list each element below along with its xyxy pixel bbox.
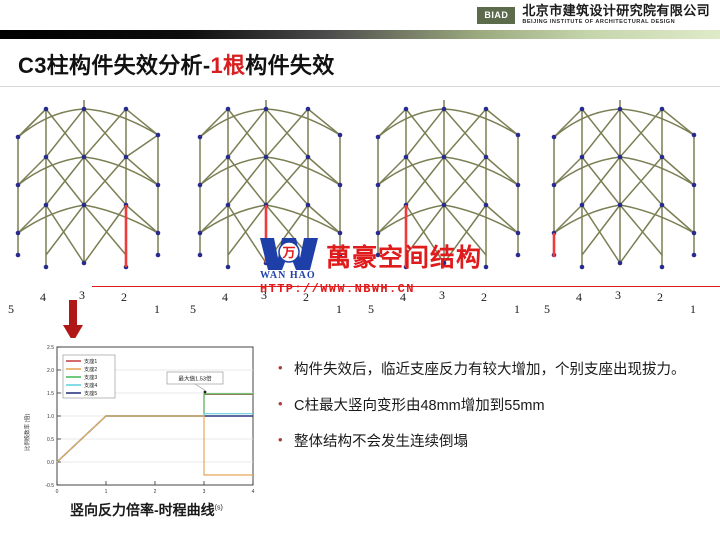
support-label-2: 2 bbox=[121, 290, 127, 304]
support-label-4: 4 bbox=[40, 290, 46, 304]
svg-text:2.0: 2.0 bbox=[47, 368, 54, 374]
svg-text:0.5: 0.5 bbox=[47, 437, 54, 443]
chart-caption: 竖向反力倍率-时程曲线(s) bbox=[70, 500, 223, 520]
truss-nodes-4 bbox=[551, 106, 697, 270]
y-axis-label: 比例极数率 (倍) bbox=[23, 413, 31, 451]
support-label-3: 3 bbox=[261, 288, 267, 302]
truss-svg-1 bbox=[15, 100, 161, 270]
chart-caption-text: 竖向反力倍率-时程曲线 bbox=[70, 502, 215, 518]
chart-legend: 支座1 支座2 支座3 支座4 支座5 bbox=[62, 354, 116, 399]
svg-text:4: 4 bbox=[252, 489, 255, 495]
support-label-5: 5 bbox=[8, 302, 14, 316]
support-labels-1: 5 4 3 2 1 bbox=[4, 278, 182, 320]
x-axis-ticks: 0 1 2 3 4 bbox=[56, 489, 255, 495]
bullet-dot-icon: • bbox=[278, 432, 283, 447]
legend-label-2: 支座3 bbox=[84, 373, 97, 381]
support-label-1: 1 bbox=[336, 302, 342, 316]
brand-text-block: 北京市建筑设计研究院有限公司 BEIJING INSTITUTE OF ARCH… bbox=[522, 4, 710, 26]
brand-name-cn: 北京市建筑设计研究院有限公司 bbox=[522, 3, 710, 18]
legend-label-1: 支座2 bbox=[84, 365, 97, 373]
svg-text:1: 1 bbox=[105, 489, 108, 495]
truss-nodes-1 bbox=[15, 106, 161, 270]
structure-diagram-case-2[interactable]: 5 4 3 2 1 bbox=[186, 95, 364, 320]
svg-text:1.5: 1.5 bbox=[47, 391, 54, 397]
bullet-list: • 构件失效后，临近支座反力有较大增加，个别支座出现拔力。 • C柱最大竖向变形… bbox=[278, 358, 708, 466]
bullet-dot-icon: • bbox=[278, 360, 283, 375]
legend-label-4: 支座5 bbox=[84, 389, 97, 397]
svg-text:2: 2 bbox=[154, 489, 157, 495]
bullet-dot-icon: • bbox=[278, 396, 283, 411]
support-label-2: 2 bbox=[657, 290, 663, 304]
support-labels-4: 5 4 3 2 1 bbox=[540, 278, 718, 320]
structure-diagram-case-3[interactable]: 5 4 3 2 1 bbox=[364, 95, 542, 320]
x-tick-marks bbox=[56, 481, 254, 485]
list-item: • 整体结构不会发生连续倒塌 bbox=[278, 430, 708, 455]
support-label-2: 2 bbox=[303, 290, 309, 304]
down-arrow-icon bbox=[63, 300, 83, 342]
support-label-5: 5 bbox=[544, 302, 550, 316]
chart-svg: 2.5 2.0 1.5 1.0 0.5 0.0 -0.5 0 1 2 3 4 比例极… bbox=[23, 345, 255, 495]
support-label-4: 4 bbox=[576, 290, 582, 304]
bullet-text-2: 整体结构不会发生连续倒塌 bbox=[294, 434, 468, 450]
brand-bar: BIAD 北京市建筑设计研究院有限公司 BEIJING INSTITUTE OF… bbox=[0, 0, 720, 30]
series-line-zhizuo2 bbox=[56, 415, 253, 476]
y-tick-marks bbox=[57, 346, 61, 486]
support-label-4: 4 bbox=[400, 290, 406, 304]
bullet-text-1: C柱最大竖向变形由48mm增加到55mm bbox=[294, 398, 545, 414]
structure-diagram-case-1[interactable]: 5 4 3 2 1 bbox=[4, 95, 182, 320]
peak-annotation-text: 最大值1.53倍 bbox=[178, 375, 212, 383]
list-item: • 构件失效后，临近支座反力有较大增加，个别支座出现拔力。 bbox=[278, 358, 708, 383]
page-title-highlight: 1根 bbox=[210, 53, 246, 78]
legend-label-0: 支座1 bbox=[84, 357, 97, 365]
svg-text:0: 0 bbox=[56, 489, 59, 495]
y-axis-ticks: 2.5 2.0 1.5 1.0 0.5 0.0 -0.5 bbox=[45, 345, 54, 489]
truss-svg-3 bbox=[375, 100, 521, 270]
structure-diagram-case-4[interactable]: 5 4 3 2 1 bbox=[540, 95, 718, 320]
support-labels-2: 5 4 3 2 1 bbox=[186, 278, 364, 320]
truss-svg-4 bbox=[551, 100, 697, 270]
truss-nodes-3 bbox=[375, 106, 521, 270]
support-label-3: 3 bbox=[615, 288, 621, 302]
svg-text:2.5: 2.5 bbox=[47, 345, 54, 351]
support-labels-3: 5 4 3 2 1 bbox=[364, 278, 542, 320]
title-gradient-bar bbox=[0, 30, 720, 39]
support-label-3: 3 bbox=[439, 288, 445, 302]
support-label-4: 4 bbox=[222, 290, 228, 304]
svg-text:3: 3 bbox=[203, 489, 206, 495]
support-label-2: 2 bbox=[481, 290, 487, 304]
list-item: • C柱最大竖向变形由48mm增加到55mm bbox=[278, 394, 708, 419]
diagram-strip: 5 4 3 2 1 bbox=[0, 95, 720, 320]
svg-text:-0.5: -0.5 bbox=[45, 483, 54, 489]
support-label-3: 3 bbox=[79, 288, 85, 302]
page-title: C3柱构件失效分析-1根构件失效 bbox=[18, 48, 335, 80]
peak-marker bbox=[203, 390, 207, 394]
support-label-5: 5 bbox=[190, 302, 196, 316]
biad-logo: BIAD bbox=[477, 6, 516, 24]
svg-text:0.0: 0.0 bbox=[47, 460, 54, 466]
title-divider bbox=[0, 86, 720, 87]
truss-svg-2 bbox=[197, 100, 343, 270]
legend-label-3: 支座4 bbox=[84, 381, 97, 389]
svg-text:1.0: 1.0 bbox=[47, 414, 54, 420]
reaction-time-history-chart[interactable]: 2.5 2.0 1.5 1.0 0.5 0.0 -0.5 0 1 2 3 4 比例极… bbox=[16, 338, 260, 500]
support-label-5: 5 bbox=[368, 302, 374, 316]
support-label-1: 1 bbox=[690, 302, 696, 316]
page-title-suffix: 构件失效 bbox=[245, 53, 335, 78]
support-label-1: 1 bbox=[514, 302, 520, 316]
page-title-prefix: C3柱构件失效分析- bbox=[18, 53, 211, 78]
truss-nodes-2 bbox=[197, 106, 343, 270]
chart-caption-unit: (s) bbox=[214, 504, 223, 512]
support-label-1: 1 bbox=[154, 302, 160, 316]
brand-name-en: BEIJING INSTITUTE OF ARCHITECTURAL DESIG… bbox=[522, 19, 676, 25]
peak-annotation: 最大值1.53倍 bbox=[166, 371, 224, 392]
bullet-text-0: 构件失效后，临近支座反力有较大增加，个别支座出现拔力。 bbox=[294, 362, 686, 378]
